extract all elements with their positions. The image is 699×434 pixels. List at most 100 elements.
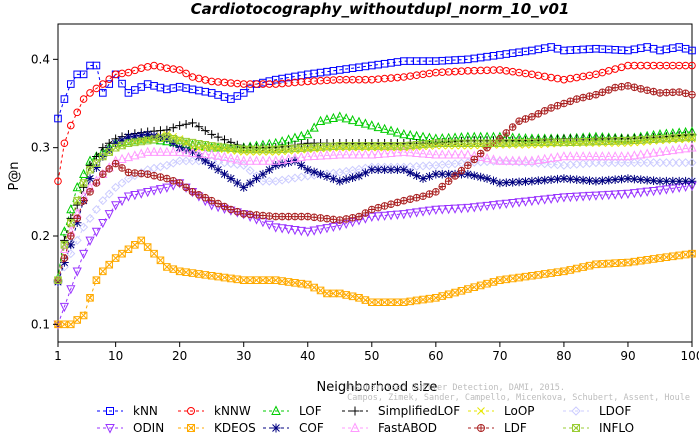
point-marker [350, 406, 360, 416]
point-marker [271, 155, 281, 165]
point-marker [296, 151, 306, 162]
legend-item-LDF: LDF [468, 421, 527, 434]
point-marker [444, 169, 453, 179]
point-marker [60, 139, 69, 148]
point-marker [213, 150, 223, 160]
point-marker [290, 156, 300, 166]
point-marker [181, 119, 191, 129]
point-marker [329, 144, 338, 152]
point-marker [495, 200, 505, 210]
point-marker [642, 148, 652, 158]
point-marker [437, 169, 447, 179]
point-marker [592, 260, 600, 269]
point-marker [143, 188, 153, 198]
x-axis-label: Neighborhood size [317, 380, 438, 395]
point-marker [200, 126, 210, 135]
point-marker-cross [176, 179, 183, 187]
point-marker [630, 174, 639, 184]
point-marker [239, 155, 249, 165]
point-marker [463, 203, 473, 214]
point-marker [226, 174, 236, 183]
point-marker [155, 185, 166, 195]
legend-item-FastABOD: FastABOD [342, 421, 437, 434]
point-marker [501, 178, 511, 187]
point-marker [348, 173, 357, 182]
point-marker-cross [317, 214, 324, 222]
legend-item-LoOP: LoOP [468, 404, 535, 418]
point-marker-cross [125, 169, 132, 176]
point-marker [66, 204, 76, 214]
point-marker [79, 222, 89, 232]
point-marker [553, 174, 562, 184]
x-tick-label: 70 [492, 349, 507, 363]
point-marker [168, 138, 178, 148]
point-marker-cross [483, 144, 491, 151]
series-kNNW [54, 61, 696, 186]
point-marker [418, 174, 428, 183]
x-tick-label: 90 [620, 349, 635, 363]
series-line [57, 147, 693, 281]
point-marker [335, 111, 345, 121]
point-marker [322, 224, 332, 234]
point-marker [123, 151, 134, 162]
point-marker [175, 121, 184, 130]
point-marker [60, 258, 69, 267]
point-marker [316, 145, 325, 153]
point-marker-cross [240, 210, 248, 218]
point-marker [303, 280, 312, 289]
point-marker [508, 157, 518, 167]
point-marker [361, 168, 370, 178]
point-marker [597, 151, 607, 161]
point-marker [579, 263, 587, 271]
x-tick-label: 40 [300, 349, 315, 363]
point-marker-cross [227, 206, 235, 213]
point-marker-cross [413, 194, 420, 202]
point-marker [335, 176, 345, 186]
point-marker [54, 114, 62, 123]
point-marker [85, 213, 95, 223]
point-marker [297, 161, 306, 170]
point-marker [290, 226, 300, 236]
point-marker [67, 218, 75, 227]
point-marker [477, 407, 485, 415]
point-marker [252, 174, 261, 183]
point-marker [400, 142, 408, 150]
point-marker-cross [201, 194, 209, 202]
point-marker [73, 196, 82, 205]
point-marker [283, 225, 294, 235]
point-marker [156, 134, 165, 143]
point-marker-cross [285, 213, 292, 220]
point-marker [668, 252, 677, 261]
point-marker [527, 155, 537, 165]
point-marker [72, 235, 82, 245]
point-marker [681, 135, 690, 143]
series-line [57, 116, 693, 279]
point-marker [508, 155, 518, 165]
point-marker-cross [419, 192, 427, 200]
point-marker-cross [195, 191, 203, 199]
point-marker-cross [61, 254, 68, 262]
point-marker [213, 132, 223, 142]
point-marker [156, 256, 165, 265]
legend-label: LDF [504, 421, 527, 434]
point-marker [674, 144, 684, 154]
point-marker [67, 121, 75, 130]
point-marker [444, 159, 454, 169]
point-marker-cross [618, 83, 625, 91]
point-marker [572, 424, 580, 432]
point-marker [514, 155, 524, 165]
point-marker [688, 61, 696, 70]
point-marker [662, 253, 671, 261]
point-marker-cross [579, 94, 587, 101]
point-marker [553, 268, 562, 277]
point-marker [137, 64, 146, 72]
point-marker [610, 190, 620, 200]
point-marker [156, 133, 165, 142]
point-marker-cross [137, 170, 145, 177]
point-marker [597, 191, 607, 201]
point-marker [424, 161, 434, 171]
point-marker [520, 197, 531, 207]
point-marker [392, 127, 403, 137]
point-marker [495, 155, 505, 165]
point-marker [130, 171, 140, 181]
